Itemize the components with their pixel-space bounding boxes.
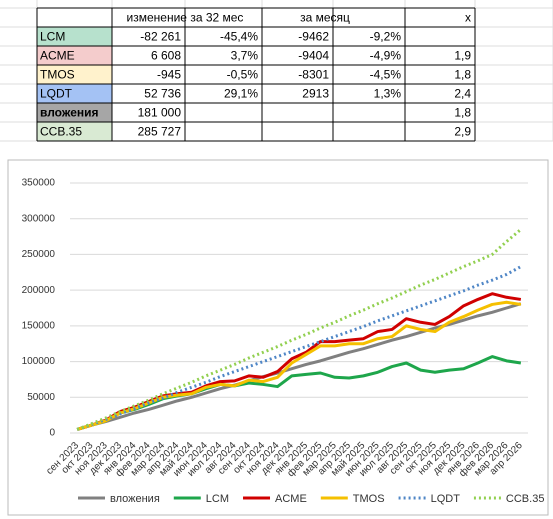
legend-label: LQDT xyxy=(431,493,461,505)
legend-label: вложения xyxy=(110,493,160,505)
cell-value: 2,9 xyxy=(454,125,471,139)
y-tick-label: 50000 xyxy=(27,392,55,403)
row-label-cell xyxy=(37,65,112,84)
legend-label: ССВ.35 xyxy=(506,493,545,505)
series-line xyxy=(76,265,522,431)
cell-value: -9462 xyxy=(298,30,329,44)
row-label-cell xyxy=(37,122,112,141)
y-tick-label: 0 xyxy=(49,428,55,439)
cell-value: 6 608 xyxy=(151,49,181,63)
y-tick-label: 300000 xyxy=(22,213,56,224)
series-line xyxy=(76,300,522,431)
row-label: ССВ.35 xyxy=(40,125,82,139)
cell-value: 1,8 xyxy=(454,106,471,120)
cell-value: -945 xyxy=(157,68,181,82)
cell-value: 1,3% xyxy=(374,87,402,101)
row-label-cell xyxy=(37,27,112,46)
legend-label: TMOS xyxy=(353,493,385,505)
cell-value: -4,5% xyxy=(370,68,402,82)
cell-value: -4,9% xyxy=(370,49,402,63)
header-cell: изменение за 32 мес xyxy=(127,11,244,25)
cell-value: 3,7% xyxy=(231,49,259,63)
cell-value: 1,8 xyxy=(454,68,471,82)
cell-value: 1,9 xyxy=(454,49,471,63)
cell-value: -45,4% xyxy=(220,30,258,44)
legend-label: ACME xyxy=(275,493,307,505)
cell-value: 181 000 xyxy=(138,106,182,120)
legend-label: LCM xyxy=(206,493,229,505)
y-tick-label: 250000 xyxy=(22,249,56,260)
cell-value: -9404 xyxy=(298,49,329,63)
header-cell: x xyxy=(465,11,471,25)
cell-value: 2,4 xyxy=(454,87,471,101)
row-label-cell xyxy=(37,84,112,103)
y-tick-label: 100000 xyxy=(22,356,56,367)
cell-value: 285 727 xyxy=(138,125,182,139)
row-label: ACME xyxy=(40,49,75,63)
cell-value: 29,1% xyxy=(224,87,258,101)
y-tick-label: 200000 xyxy=(22,285,56,296)
row-label: LQDT xyxy=(40,87,73,101)
cell-value: -0,5% xyxy=(227,68,259,82)
row-label: LCM xyxy=(40,30,65,44)
cell-value: -82 261 xyxy=(140,30,181,44)
row-label-cell xyxy=(37,46,112,65)
y-tick-label: 150000 xyxy=(22,320,56,331)
y-tick-label: 350000 xyxy=(22,178,56,189)
row-label: вложения xyxy=(40,106,99,120)
cell-value: 2913 xyxy=(302,87,329,101)
cell-value: -8301 xyxy=(298,68,329,82)
cell-value: 52 736 xyxy=(144,87,181,101)
row-label-cell xyxy=(37,103,112,122)
row-label: TMOS xyxy=(40,68,75,82)
cell-value: -9,2% xyxy=(370,30,402,44)
series-line xyxy=(76,228,522,431)
header-cell: за месяц xyxy=(300,11,350,25)
